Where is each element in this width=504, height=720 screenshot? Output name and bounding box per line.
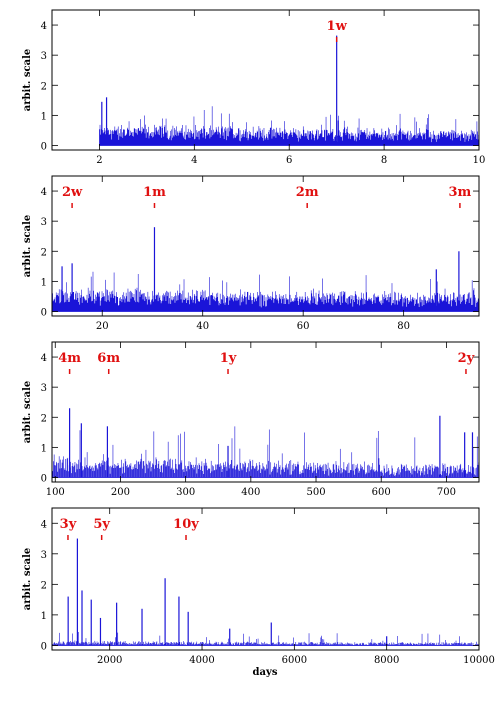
plot-frame: [51, 175, 480, 317]
y-tick-label: 1: [41, 111, 47, 122]
annotation-label: 1w: [327, 19, 348, 34]
x-tick-label: 80: [397, 321, 410, 332]
series-group: [99, 35, 479, 146]
annotation-label: 3m: [449, 185, 472, 200]
x-tick-label: 100: [46, 487, 65, 498]
panel-10y: 2000 4000 6000 8000 10000 0 1 2 3 4 arbit. scale 3y…: [22, 507, 495, 666]
y-axis-title: arbit. scale: [22, 215, 33, 277]
x-tick-label: 8: [381, 155, 387, 166]
annotation-label: 3y: [60, 517, 77, 532]
y-tick-label: 0: [41, 473, 47, 484]
y-tick-label: 0: [41, 141, 47, 152]
x-tick-label: 2: [96, 155, 102, 166]
y-tick-label: 4: [41, 353, 47, 364]
y-axis-title: arbit. scale: [22, 49, 33, 111]
y-tick-label: 0: [41, 641, 47, 652]
y-tick-label: 3: [41, 51, 47, 62]
panel-1y: 100 200 300 400 500 600 700 0 1 2 3 4 arbit. scale 4m…: [22, 341, 480, 498]
x-tick-label: 20: [96, 321, 109, 332]
y-tick-label: 2: [41, 413, 47, 424]
annotation-label: 1m: [143, 185, 166, 200]
y-axis-title: arbit. scale: [22, 548, 33, 610]
y-axis-title: arbit. scale: [22, 381, 33, 443]
x-axis-title: days: [253, 667, 278, 678]
y-tick-label: 2: [41, 580, 47, 591]
x-tick-label: 8000: [374, 655, 399, 666]
series-noise-stems: [99, 106, 479, 146]
panel-1w: 2 4 6 8 10 0 1 2 3 4 arbit. scale 1w: [22, 9, 486, 166]
x-tick-label: 4000: [189, 655, 214, 666]
annotation-label: 6m: [97, 351, 120, 366]
plot-frame: [51, 9, 480, 151]
x-tick-label: 2000: [97, 655, 122, 666]
y-tick-label: 1: [41, 277, 47, 288]
x-tick-label: 4: [191, 155, 197, 166]
annotation-label: 2m: [296, 185, 319, 200]
annotation-label: 1y: [220, 351, 237, 366]
annotation-label: 2w: [62, 185, 83, 200]
y-tick-label: 3: [41, 217, 47, 228]
plot-frame: [51, 507, 480, 651]
y-tick-label: 1: [41, 443, 47, 454]
x-tick-label: 700: [437, 487, 456, 498]
x-tick-label: 10000: [463, 655, 495, 666]
y-tick-label: 4: [41, 21, 47, 32]
x-tick-label: 40: [196, 321, 209, 332]
y-tick-label: 1: [41, 611, 47, 622]
y-tick-label: 3: [41, 550, 47, 561]
y-tick-label: 4: [41, 519, 47, 530]
y-tick-label: 2: [41, 81, 47, 92]
plot-frame: [51, 341, 480, 483]
x-tick-label: 200: [111, 487, 130, 498]
series-group: [52, 538, 479, 646]
x-tick-label: 10: [473, 155, 486, 166]
x-tick-label: 400: [241, 487, 260, 498]
y-tick-label: 0: [41, 307, 47, 318]
y-tick-label: 2: [41, 247, 47, 258]
x-tick-label: 500: [306, 487, 325, 498]
panel-1m: 20 40 60 80 0 1 2 3 4 arbit. scale 2w 1m 2m 3m: [22, 175, 480, 332]
y-tick-label: 3: [41, 383, 47, 394]
series-noise-stems: [52, 426, 479, 478]
series-group: [52, 227, 479, 312]
x-tick-label: 600: [372, 487, 391, 498]
annotation-label: 2y: [458, 351, 475, 366]
x-tick-label: 300: [176, 487, 195, 498]
series-noise-stems: [52, 271, 479, 312]
series-group: [52, 408, 479, 478]
series-noise-stems: [52, 632, 479, 646]
annotation-label: 5y: [93, 517, 110, 532]
x-tick-label: 6000: [282, 655, 307, 666]
annotation-label: 4m: [58, 351, 81, 366]
x-tick-label: 6: [286, 155, 292, 166]
y-tick-label: 4: [41, 187, 47, 198]
x-tick-label: 60: [297, 321, 310, 332]
annotation-label: 10y: [173, 517, 199, 532]
